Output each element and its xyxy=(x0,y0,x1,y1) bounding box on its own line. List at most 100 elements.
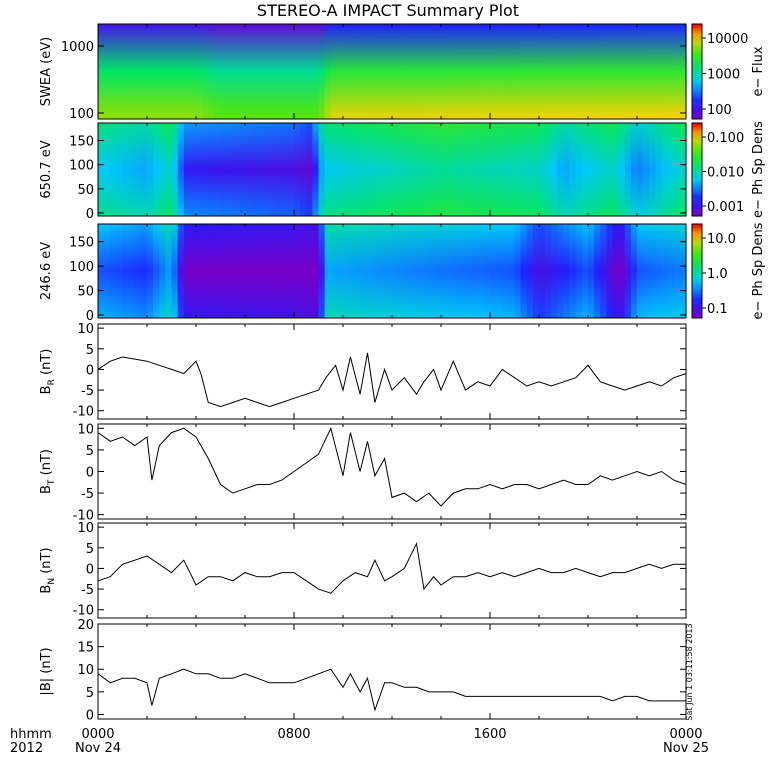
heatmap-cell xyxy=(575,24,583,119)
heatmap-cell xyxy=(269,224,277,318)
heatmap-cell xyxy=(208,123,215,216)
heatmap-cell xyxy=(300,224,307,318)
y-tick-label: 10 xyxy=(77,322,94,337)
heatmap-cell xyxy=(661,123,669,216)
heatmap-cell xyxy=(508,224,516,318)
heatmap-cell xyxy=(140,123,148,216)
heatmap-cell xyxy=(104,123,111,216)
y-tick-label: 0 xyxy=(86,708,94,723)
heatmap-cell xyxy=(165,123,173,216)
colorbar-pad246 xyxy=(691,223,703,319)
heatmap-cell xyxy=(257,224,264,318)
heatmap-cell xyxy=(379,224,387,318)
heatmap-cell xyxy=(110,224,117,318)
heatmap-cell xyxy=(471,24,479,119)
y-tick-label: -10 xyxy=(73,604,94,619)
heatmap-cell xyxy=(581,24,589,119)
heatmap-cell xyxy=(630,24,638,119)
heatmap-cell xyxy=(128,224,136,318)
heatmap-cell xyxy=(147,24,154,119)
heatmap-cell xyxy=(428,224,436,318)
heatmap-cell xyxy=(471,123,479,216)
heatmap-cell xyxy=(300,123,307,216)
y-tick-label: -10 xyxy=(73,405,94,420)
heatmap-cell xyxy=(330,24,338,119)
heatmap-cell xyxy=(514,123,522,216)
y-tick-label: 15 xyxy=(77,641,94,656)
heatmap-cell xyxy=(189,24,197,119)
y-axis-label-bmag: |B| (nT) xyxy=(39,647,54,695)
heatmap-cell xyxy=(330,123,338,216)
y-tick-label: 100 xyxy=(69,260,94,275)
heatmap-cell xyxy=(116,123,124,216)
heatmap-cell xyxy=(177,224,185,318)
heatmap-cell xyxy=(667,24,675,119)
y-axis-label-unit: (nT) xyxy=(39,449,54,479)
heatmap-cell xyxy=(637,24,644,119)
heatmap-cell xyxy=(667,224,675,318)
heatmap-cell xyxy=(416,24,424,119)
heatmap-cell xyxy=(385,123,393,216)
heatmap-cell xyxy=(159,224,166,318)
heatmap-cell xyxy=(465,224,473,318)
x-corner-label: 2012 xyxy=(10,741,43,756)
heatmap-cell xyxy=(606,224,614,318)
heatmap-cell xyxy=(116,24,124,119)
heatmap-cell xyxy=(294,24,301,119)
heatmap-cell xyxy=(110,24,117,119)
heatmap-cell xyxy=(171,123,179,216)
heatmap-cell xyxy=(557,224,565,318)
heatmap-cell xyxy=(226,123,234,216)
heatmap-cell xyxy=(655,24,663,119)
heatmap-cell xyxy=(128,123,136,216)
y-tick-label: 100 xyxy=(69,107,94,122)
heatmap-cell xyxy=(220,123,228,216)
heatmap-cell xyxy=(171,24,179,119)
heatmap-cell xyxy=(202,24,209,119)
heatmap-cell xyxy=(575,123,583,216)
y-tick-label: 100 xyxy=(69,159,94,174)
heatmap-cell xyxy=(183,24,191,119)
heatmap-cell xyxy=(520,123,528,216)
x-corner-label: hhmm xyxy=(10,727,52,742)
heatmap-cell xyxy=(98,123,105,216)
trace-br xyxy=(97,352,687,408)
heatmap-cell xyxy=(539,123,546,216)
heatmap-cell xyxy=(238,24,246,119)
y-tick-label: 10 xyxy=(77,663,94,678)
heatmap-cell xyxy=(263,24,271,119)
panel-frame-bt xyxy=(97,423,687,520)
heatmap-cell xyxy=(153,224,160,318)
heatmap-cell xyxy=(532,24,540,119)
y-axis-label-unit: (nT) xyxy=(39,349,54,379)
heatmap-cell xyxy=(477,224,485,318)
heatmap-cell xyxy=(116,224,124,318)
heatmap-cell xyxy=(459,123,467,216)
heatmap-cell xyxy=(588,123,595,216)
heatmap-cell xyxy=(269,24,277,119)
heatmap-cell xyxy=(367,123,375,216)
heatmap-cell xyxy=(630,224,638,318)
heatmap-cell xyxy=(459,224,467,318)
trace-bt xyxy=(97,426,687,507)
heatmap-cell xyxy=(294,224,301,318)
colorbar-swea xyxy=(691,23,703,120)
y-tick-label: -5 xyxy=(81,384,94,399)
timestamp: Sat Jun 1 03:11:58 2013 xyxy=(685,623,694,720)
heatmap-cell xyxy=(159,123,166,216)
heatmap-cell xyxy=(398,224,405,318)
heatmap-cell xyxy=(385,24,393,119)
heatmap-cell xyxy=(226,24,234,119)
heatmap-cell xyxy=(134,224,142,318)
heatmap-cell xyxy=(551,123,558,216)
heatmap-cell xyxy=(196,224,203,318)
heatmap-cell xyxy=(183,224,191,318)
heatmap-cell xyxy=(643,24,650,119)
heatmap-cell xyxy=(545,224,552,318)
heatmap-cell xyxy=(637,123,644,216)
heatmap-cell xyxy=(349,224,356,318)
heatmap-cell xyxy=(520,224,528,318)
heatmap-cell xyxy=(251,24,258,119)
x-date-label: Nov 25 xyxy=(663,741,709,756)
